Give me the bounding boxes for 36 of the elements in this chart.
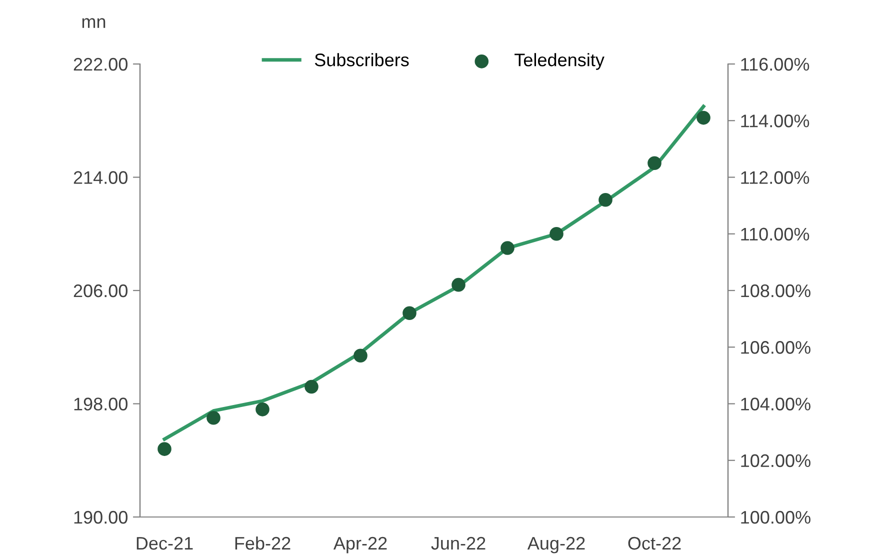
x-tick-label: Apr-22 [333,536,387,554]
point [304,380,318,394]
y2-tick-label: 116.00% [741,58,810,71]
y2-tick-label: 100.00% [741,510,810,524]
y-tick-label: 190.00 [74,510,128,524]
point [354,348,368,363]
y-tick-label: 222.00 [74,58,128,71]
point [500,241,514,255]
y2-tick-label: 108.00% [741,284,810,298]
x-tick-label: Feb-22 [235,536,290,550]
point [696,110,710,125]
point [158,442,172,456]
point [598,192,612,207]
y2-tick-label: 102.00% [741,454,810,468]
point [550,226,564,241]
y-tick-label: 214.00 [74,171,128,184]
y-axis-title: mn [82,18,106,28]
y2-tick-label: 104.00% [741,398,810,410]
y-tick-label: 206.00 [74,284,128,298]
point [206,411,220,425]
point [256,402,270,416]
y2-tick-label: 110.00% [741,228,810,241]
x-tick-label: Oct-22 [628,536,681,550]
y2-tick-label: 112.00% [741,171,810,184]
y2-tick-label: 106.00% [741,341,810,354]
point [452,278,466,292]
y2-tick-label: 114.00% [741,114,810,128]
point [402,306,416,320]
legend-label: Teledensity [514,53,604,70]
y-tick-label: 198.00 [74,398,128,410]
line-series [162,104,706,441]
x-tick-label: Jun-22 [431,536,486,550]
legend-label: Subscribers [314,53,409,66]
point [648,156,662,170]
x-tick-label: Dec-21 [136,536,193,550]
x-tick-label: Aug-22 [527,536,585,554]
